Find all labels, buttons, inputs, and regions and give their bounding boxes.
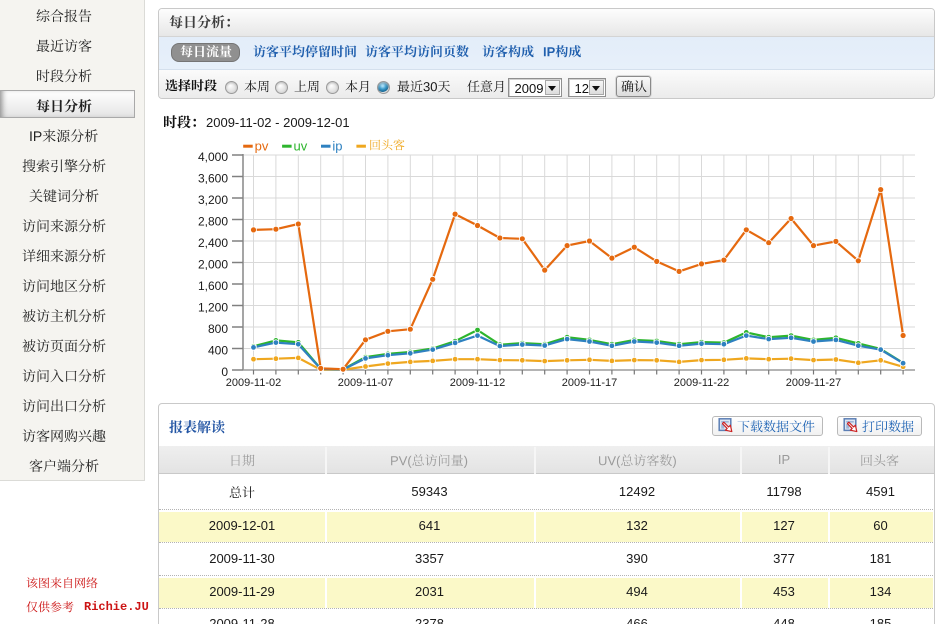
svg-text:4,000: 4,000 [198, 150, 228, 164]
svg-text:uv: uv [294, 139, 308, 154]
svg-text:800: 800 [208, 322, 228, 336]
svg-text:ip: ip [332, 139, 342, 154]
svg-text:2009-11-07: 2009-11-07 [338, 377, 393, 389]
svg-text:2,400: 2,400 [198, 236, 228, 250]
svg-text:400: 400 [208, 344, 228, 358]
svg-text:2,800: 2,800 [198, 215, 228, 229]
svg-text:pv: pv [255, 139, 269, 154]
svg-text:1,600: 1,600 [198, 279, 228, 293]
svg-text:2009-11-22: 2009-11-22 [674, 377, 729, 389]
svg-text:1,200: 1,200 [198, 301, 228, 315]
svg-text:2009-11-17: 2009-11-17 [562, 377, 617, 389]
svg-text:2009-11-02: 2009-11-02 [226, 377, 281, 389]
svg-text:3,200: 3,200 [198, 193, 228, 207]
svg-text:2009-11-27: 2009-11-27 [786, 377, 841, 389]
svg-text:2009-11-12: 2009-11-12 [450, 377, 505, 389]
svg-text:3,600: 3,600 [198, 172, 228, 186]
svg-text:2,000: 2,000 [198, 258, 228, 272]
svg-text:0: 0 [221, 365, 228, 379]
